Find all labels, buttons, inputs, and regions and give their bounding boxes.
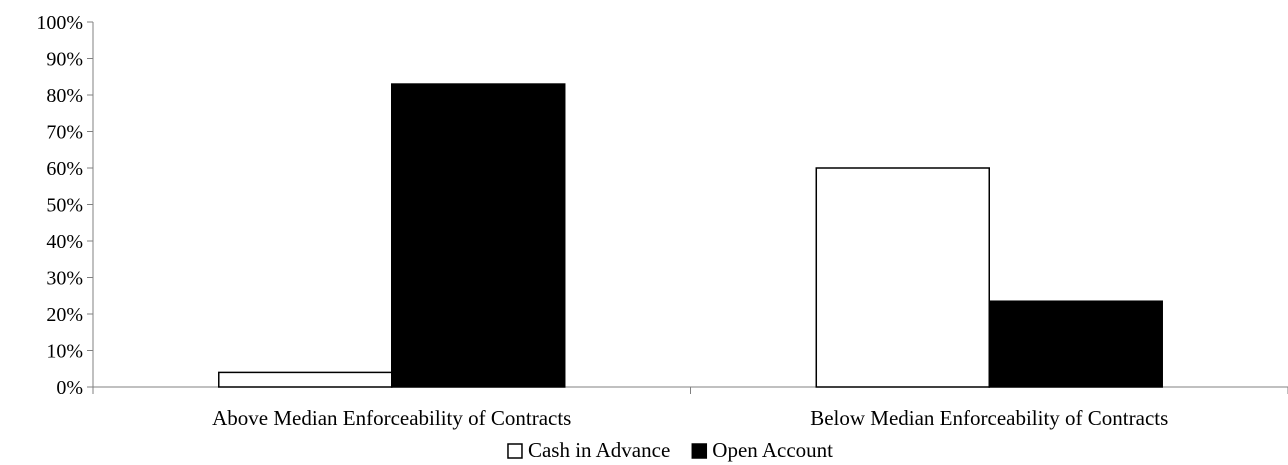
bar-cash-in-advance — [815, 167, 990, 388]
legend-swatch — [507, 443, 523, 459]
legend: Cash in Advance Open Account — [507, 438, 833, 462]
y-tick-label: 20% — [46, 304, 83, 326]
y-tick-label: 0% — [56, 377, 83, 399]
y-tick-label: 100% — [36, 12, 83, 34]
bar-cash-in-advance — [218, 371, 393, 388]
category-label: Below Median Enforceability of Contracts — [810, 406, 1168, 430]
y-axis: 0% 10% 20% 30% 40% 50% 60% 70% 80% 90% 100% — [36, 12, 94, 399]
y-tick-label: 10% — [46, 341, 83, 363]
bar-open-account — [391, 83, 566, 388]
legend-swatch — [691, 443, 708, 459]
y-tick-label: 30% — [46, 268, 83, 290]
y-tick-label: 80% — [46, 85, 83, 107]
category-label: Above Median Enforceability of Contracts — [212, 406, 571, 430]
x-axis — [92, 386, 1288, 394]
y-tick-label: 60% — [46, 158, 83, 180]
bars — [218, 83, 1163, 388]
y-tick-label: 50% — [46, 195, 83, 217]
y-tick-label: 40% — [46, 231, 83, 253]
category-labels: Above Median Enforceability of Contracts… — [212, 406, 1168, 430]
bar-open-account — [988, 300, 1163, 388]
y-tick-label: 70% — [46, 122, 83, 144]
legend-label: Cash in Advance — [528, 438, 670, 462]
y-tick-label: 90% — [46, 49, 83, 71]
legend-label: Open Account — [712, 438, 833, 462]
